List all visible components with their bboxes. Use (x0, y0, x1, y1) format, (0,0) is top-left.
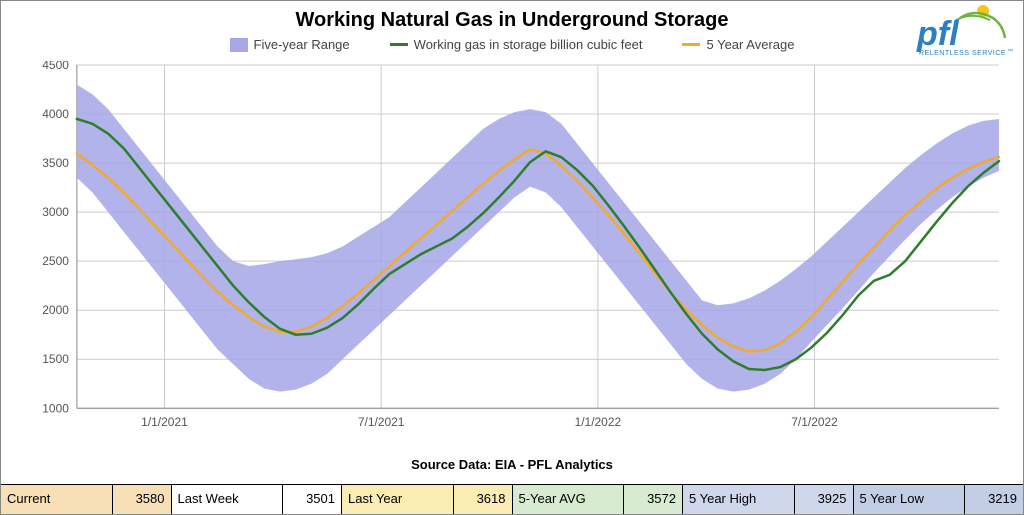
legend-avg: 5 Year Average (682, 37, 794, 52)
legend-working-label: Working gas in storage billion cubic fee… (414, 37, 643, 52)
chart-container: Working Natural Gas in Underground Stora… (0, 0, 1024, 515)
stat-value: 3572 (624, 485, 682, 514)
svg-text:2000: 2000 (42, 303, 69, 317)
svg-text:4000: 4000 (42, 107, 69, 121)
range-swatch (230, 38, 248, 52)
svg-text:™: ™ (1007, 48, 1013, 55)
svg-text:7/1/2022: 7/1/2022 (791, 415, 838, 429)
svg-text:4500: 4500 (42, 61, 69, 72)
stats-table: Current3580Last Week3501Last Year36185-Y… (1, 484, 1023, 514)
stat-cell: 5 Year High3925 (683, 485, 854, 514)
legend-range-label: Five-year Range (254, 37, 350, 52)
stat-label: Last Week (172, 485, 284, 514)
stat-cell: Current3580 (1, 485, 172, 514)
stat-label: Current (1, 485, 113, 514)
stat-value: 3618 (454, 485, 512, 514)
svg-text:1000: 1000 (42, 401, 69, 415)
chart-title: Working Natural Gas in Underground Stora… (1, 9, 1023, 32)
legend: Five-year Range Working gas in storage b… (1, 37, 1023, 52)
svg-text:RELENTLESS SERVICE: RELENTLESS SERVICE (919, 50, 1006, 57)
legend-working: Working gas in storage billion cubic fee… (390, 37, 643, 52)
legend-avg-label: 5 Year Average (706, 37, 794, 52)
svg-text:1/1/2021: 1/1/2021 (141, 415, 188, 429)
avg-swatch (682, 43, 700, 46)
stat-cell: Last Year3618 (342, 485, 513, 514)
stat-value: 3219 (965, 485, 1023, 514)
stat-label: 5-Year AVG (513, 485, 625, 514)
working-swatch (390, 43, 408, 46)
legend-range: Five-year Range (230, 37, 350, 52)
stat-value: 3580 (113, 485, 171, 514)
stat-label: Last Year (342, 485, 454, 514)
svg-text:7/1/2021: 7/1/2021 (358, 415, 405, 429)
stat-cell: 5-Year AVG3572 (513, 485, 684, 514)
svg-text:1500: 1500 (42, 352, 69, 366)
stat-label: 5 Year High (683, 485, 795, 514)
chart-plot: 1000 1500 2000 2500 3000 3500 4000 4500 1/1/2021… (21, 61, 1005, 453)
svg-text:2500: 2500 (42, 254, 69, 268)
svg-text:1/1/2022: 1/1/2022 (575, 415, 622, 429)
stat-value: 3925 (795, 485, 853, 514)
svg-text:3000: 3000 (42, 205, 69, 219)
svg-text:3500: 3500 (42, 156, 69, 170)
stat-cell: 5 Year Low3219 (854, 485, 1024, 514)
stat-cell: Last Week3501 (172, 485, 343, 514)
stat-label: 5 Year Low (854, 485, 966, 514)
pfl-logo: pfl RELENTLESS SERVICE ™ (875, 3, 1015, 63)
stat-value: 3501 (283, 485, 341, 514)
source-text: Source Data: EIA - PFL Analytics (1, 457, 1023, 472)
svg-text:pfl: pfl (916, 15, 960, 53)
